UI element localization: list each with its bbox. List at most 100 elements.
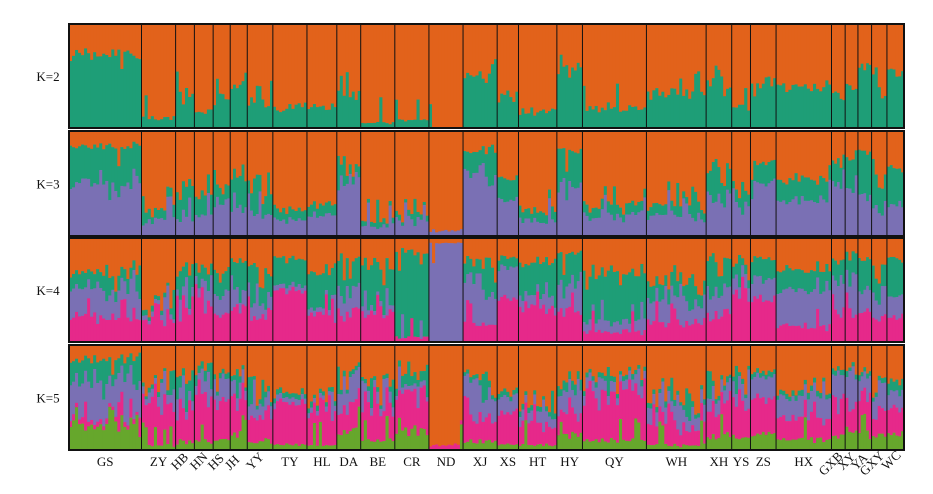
population-block-zy xyxy=(141,24,177,129)
admixture-segment-green xyxy=(300,211,305,221)
admixture-segment-orange xyxy=(747,131,752,195)
admixture-segment-orange xyxy=(863,238,867,262)
admixture-segment-orange xyxy=(579,131,584,150)
admixture-segment-purple xyxy=(530,295,534,305)
admixture-segment-green xyxy=(129,53,134,129)
admixture-segment-green xyxy=(615,271,620,322)
admixture-segment-magenta xyxy=(272,409,277,446)
admixture-segment-green xyxy=(339,164,344,176)
admixture-segment-green xyxy=(144,212,149,224)
admixture-segment-green xyxy=(609,108,614,129)
admixture-segment-green xyxy=(892,256,897,298)
admixture-segment-orange xyxy=(877,345,882,377)
admixture-segment-lime xyxy=(518,445,523,451)
admixture-segment-purple xyxy=(105,383,109,419)
admixture-segment-green xyxy=(700,295,704,309)
admixture-segment-purple xyxy=(218,299,223,319)
admixture-segment-lime xyxy=(809,437,814,451)
admixture-segment-purple xyxy=(312,211,317,237)
admixture-segment-purple xyxy=(373,226,377,237)
admixture-segment-lime xyxy=(728,437,733,451)
admixture-segment-orange xyxy=(550,238,555,264)
admixture-segment-green xyxy=(822,377,826,382)
admixture-segment-green xyxy=(612,271,617,323)
admixture-segment-green xyxy=(834,163,838,187)
admixture-segment-green xyxy=(842,259,846,285)
admixture-segment-purple xyxy=(819,398,823,419)
admixture-segment-green xyxy=(333,263,338,295)
admixture-segment-orange xyxy=(96,345,100,363)
admixture-segment-green xyxy=(806,272,811,295)
admixture-segment-orange xyxy=(410,131,415,215)
admixture-segment-magenta xyxy=(175,295,180,343)
admixture-segment-purple xyxy=(649,303,653,325)
admixture-segment-orange xyxy=(691,131,695,187)
admixture-segment-orange xyxy=(813,131,817,181)
admixture-segment-purple xyxy=(463,168,467,237)
admixture-segment-green xyxy=(628,202,632,215)
admixture-segment-orange xyxy=(886,238,891,258)
admixture-segment-orange xyxy=(336,345,341,367)
admixture-segment-orange xyxy=(163,345,167,369)
admixture-segment-magenta xyxy=(553,427,558,446)
admixture-segment-purple xyxy=(588,220,593,237)
admixture-segment-orange xyxy=(487,238,492,259)
admixture-segment-orange xyxy=(871,345,876,398)
admixture-segment-orange xyxy=(282,238,286,257)
admixture-segment-orange xyxy=(761,238,766,260)
admixture-segment-green xyxy=(871,74,876,129)
admixture-segment-magenta xyxy=(573,312,578,343)
admixture-segment-purple xyxy=(628,323,632,333)
admixture-segment-green xyxy=(866,154,870,202)
admixture-segment-orange xyxy=(731,131,736,182)
admixture-segment-green xyxy=(539,264,543,300)
admixture-segment-orange xyxy=(147,131,152,210)
admixture-segment-orange xyxy=(438,345,442,447)
admixture-segment-purple xyxy=(863,193,867,237)
admixture-segment-orange xyxy=(453,238,458,244)
admixture-segment-green xyxy=(360,377,365,382)
admixture-segment-green xyxy=(530,213,534,223)
admixture-segment-magenta xyxy=(300,399,305,445)
admixture-segment-orange xyxy=(679,24,683,79)
admixture-segment-orange xyxy=(132,24,137,57)
admixture-segment-purple xyxy=(886,207,891,237)
admixture-segment-green xyxy=(791,270,796,290)
admixture-segment-orange xyxy=(185,345,189,385)
admixture-segment-lime xyxy=(700,420,704,451)
admixture-segment-green xyxy=(828,271,833,291)
admixture-segment-green xyxy=(141,116,146,129)
admixture-segment-purple xyxy=(382,378,387,412)
admixture-segment-purple xyxy=(376,391,380,404)
admixture-segment-green xyxy=(834,370,838,376)
admixture-segment-orange xyxy=(582,345,587,392)
admixture-segment-purple xyxy=(90,387,94,421)
admixture-segment-magenta xyxy=(481,421,486,444)
admixture-segment-purple xyxy=(210,275,214,307)
admixture-segment-orange xyxy=(241,345,246,366)
admixture-segment-green xyxy=(803,84,808,129)
admixture-segment-magenta xyxy=(622,389,626,441)
admixture-segment-orange xyxy=(432,24,436,129)
admixture-segment-purple xyxy=(565,200,569,237)
admixture-segment-green xyxy=(413,119,418,129)
admixture-segment-orange xyxy=(363,24,368,124)
admixture-segment-magenta xyxy=(744,288,748,343)
population-block-zs xyxy=(749,24,777,129)
admixture-segment-green xyxy=(759,88,763,129)
admixture-segment-lime xyxy=(90,424,94,451)
admixture-segment-magenta xyxy=(413,336,418,343)
admixture-segment-green xyxy=(241,365,246,370)
admixture-segment-magenta xyxy=(360,412,365,442)
admixture-segment-purple xyxy=(144,223,149,237)
admixture-segment-magenta xyxy=(658,406,662,422)
admixture-segment-lime xyxy=(562,433,566,451)
admixture-segment-purple xyxy=(490,185,495,237)
admixture-segment-purple xyxy=(450,230,455,237)
admixture-segment-orange xyxy=(463,345,467,373)
admixture-segment-orange xyxy=(413,24,418,120)
admixture-segment-purple xyxy=(524,395,528,403)
admixture-segment-orange xyxy=(285,24,289,110)
admixture-segment-orange xyxy=(631,131,635,201)
admixture-segment-orange xyxy=(342,24,347,97)
